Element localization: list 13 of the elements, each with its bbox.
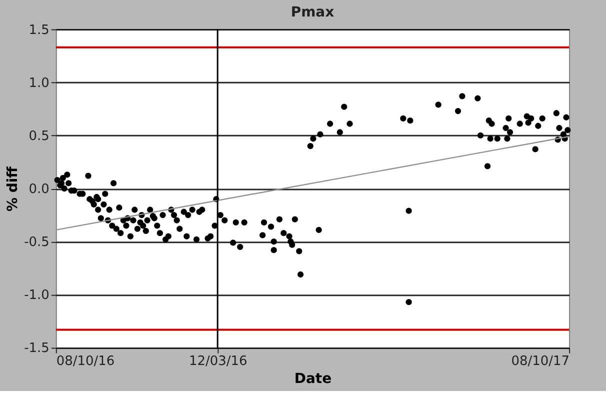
y-tick-label: -1.0 <box>24 288 50 304</box>
x-tick-label: 08/10/17 <box>511 354 570 370</box>
y-tick-label: 1.0 <box>28 76 50 91</box>
x-tick-label: 12/03/16 <box>188 354 248 370</box>
y-axis-title: % diff <box>5 166 22 212</box>
y-tick-label: 0.0 <box>28 182 50 198</box>
y-tick-label: 1.5 <box>28 22 50 38</box>
y-tick-label: 0.5 <box>28 128 50 144</box>
y-tick-label: -0.5 <box>24 235 50 250</box>
y-tick-label: -1.5 <box>24 341 50 356</box>
x-axis-title: Date <box>294 371 332 388</box>
x-tick-label: 08/10/16 <box>56 354 115 370</box>
chart-title: Pmax <box>290 4 334 20</box>
